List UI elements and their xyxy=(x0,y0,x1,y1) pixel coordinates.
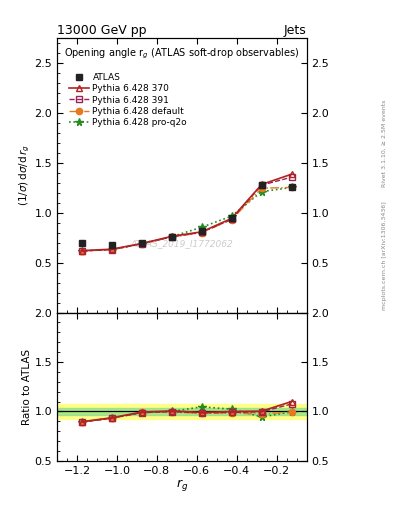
Pythia 6.428 pro-q2o xyxy=(169,233,174,240)
Pythia 6.428 391 xyxy=(169,234,174,240)
Pythia 6.428 391 xyxy=(140,241,144,247)
X-axis label: $r_g$: $r_g$ xyxy=(176,477,188,493)
Pythia 6.428 370 xyxy=(289,171,294,177)
Pythia 6.428 391 xyxy=(230,216,234,222)
Line: Pythia 6.428 default: Pythia 6.428 default xyxy=(79,184,295,254)
Text: Opening angle r$_g$ (ATLAS soft-drop observables): Opening angle r$_g$ (ATLAS soft-drop obs… xyxy=(64,47,299,61)
Line: Pythia 6.428 370: Pythia 6.428 370 xyxy=(79,170,295,254)
Text: ATLAS_2019_I1772062: ATLAS_2019_I1772062 xyxy=(130,240,233,248)
Pythia 6.428 pro-q2o xyxy=(80,248,84,254)
Line: Pythia 6.428 pro-q2o: Pythia 6.428 pro-q2o xyxy=(78,184,296,255)
Pythia 6.428 391 xyxy=(289,174,294,180)
Pythia 6.428 pro-q2o xyxy=(140,241,144,247)
Pythia 6.428 pro-q2o xyxy=(199,224,204,230)
Pythia 6.428 default xyxy=(230,217,234,223)
Pythia 6.428 pro-q2o xyxy=(289,184,294,190)
Pythia 6.428 391 xyxy=(110,246,114,252)
Pythia 6.428 default xyxy=(259,185,264,191)
Y-axis label: Ratio to ATLAS: Ratio to ATLAS xyxy=(22,349,31,425)
Pythia 6.428 391 xyxy=(80,248,84,254)
Pythia 6.428 default xyxy=(199,229,204,236)
Line: Pythia 6.428 391: Pythia 6.428 391 xyxy=(79,174,295,254)
Pythia 6.428 default xyxy=(140,241,144,247)
Text: mcplots.cern.ch [arXiv:1306.3436]: mcplots.cern.ch [arXiv:1306.3436] xyxy=(382,202,387,310)
Pythia 6.428 391 xyxy=(199,229,204,236)
Pythia 6.428 370 xyxy=(199,229,204,235)
Pythia 6.428 391 xyxy=(259,182,264,188)
Pythia 6.428 370 xyxy=(140,241,144,247)
Pythia 6.428 pro-q2o xyxy=(230,213,234,219)
Pythia 6.428 370 xyxy=(169,233,174,240)
Text: Jets: Jets xyxy=(284,24,307,37)
Pythia 6.428 default xyxy=(80,248,84,254)
Y-axis label: $(1/\sigma)\,{\rm d}\sigma/{\rm d}\,r_g$: $(1/\sigma)\,{\rm d}\sigma/{\rm d}\,r_g$ xyxy=(17,144,31,206)
Pythia 6.428 370 xyxy=(110,246,114,252)
Bar xyxy=(57,404,307,419)
Pythia 6.428 default xyxy=(169,234,174,240)
Pythia 6.428 pro-q2o xyxy=(110,246,114,252)
Legend: ATLAS, Pythia 6.428 370, Pythia 6.428 391, Pythia 6.428 default, Pythia 6.428 pr: ATLAS, Pythia 6.428 370, Pythia 6.428 39… xyxy=(69,73,187,127)
Pythia 6.428 370 xyxy=(230,215,234,221)
Pythia 6.428 default xyxy=(110,246,114,252)
Text: Rivet 3.1.10, ≥ 2.5M events: Rivet 3.1.10, ≥ 2.5M events xyxy=(382,100,387,187)
Pythia 6.428 370 xyxy=(80,248,84,254)
Pythia 6.428 default xyxy=(289,184,294,190)
Text: 13000 GeV pp: 13000 GeV pp xyxy=(57,24,147,37)
Bar xyxy=(57,408,307,415)
Pythia 6.428 pro-q2o xyxy=(259,188,264,195)
Pythia 6.428 370 xyxy=(259,181,264,187)
